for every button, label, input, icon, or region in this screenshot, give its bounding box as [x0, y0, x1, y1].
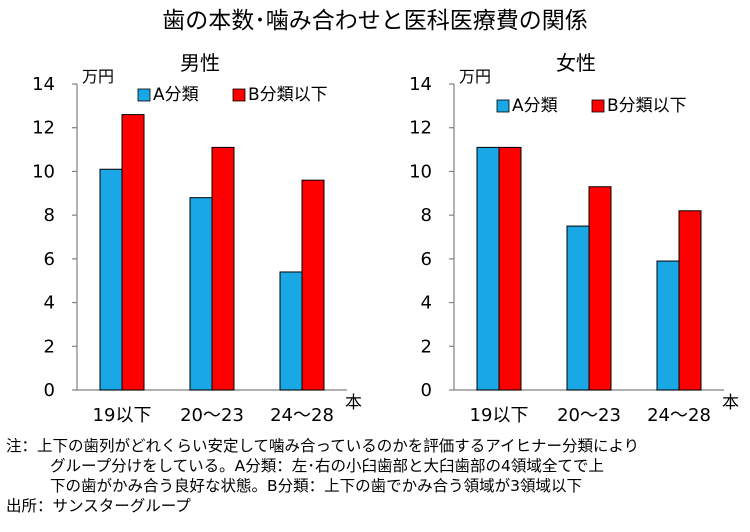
y-tick-label: 6 [44, 249, 55, 270]
legend-swatch [496, 99, 510, 113]
note-line-2: グループ分けをしている。A分類：左･右の小臼歯部と大臼歯部の4領域全てで上 [50, 457, 604, 475]
x-axis-unit: 本 [722, 393, 739, 413]
y-tick-label: 6 [421, 249, 432, 270]
legend-label: B分類以下 [248, 85, 328, 105]
bar-a-2 [279, 271, 303, 391]
panel-title: 女性 [556, 51, 596, 75]
bar-b-0 [121, 114, 145, 391]
legend-swatch [591, 99, 605, 113]
y-tick-label: 14 [32, 74, 55, 95]
y-tick-label: 0 [44, 380, 55, 401]
y-tick-label: 2 [421, 336, 432, 357]
bar-b-2 [678, 210, 702, 391]
bar-a-0 [476, 146, 500, 391]
x-category-label: 20～23 [180, 405, 244, 426]
legend-label: A分類 [512, 96, 558, 116]
y-axis-unit: 万円 [82, 67, 114, 86]
x-axis-unit: 本 [345, 393, 362, 413]
bar-a-0 [99, 168, 123, 391]
legend-label: A分類 [153, 85, 199, 105]
y-tick-label: 8 [44, 205, 55, 226]
bar-b-2 [301, 179, 325, 391]
legend-label: B分類以下 [607, 96, 687, 116]
source-line: 出所：サンスターグループ [6, 497, 191, 515]
x-category-label: 19以下 [470, 405, 529, 426]
y-tick-label: 10 [32, 161, 55, 182]
y-tick-label: 12 [32, 118, 55, 139]
note-line-3: 下の歯がかみ合う良好な状態。B分類：上下の歯でかみ合う領域が3領域以下 [50, 477, 582, 495]
y-tick-label: 12 [409, 118, 432, 139]
bar-b-1 [588, 186, 612, 391]
bar-a-2 [656, 260, 680, 391]
y-tick-label: 14 [409, 74, 432, 95]
bar-b-1 [211, 146, 235, 391]
x-category-label: 19以下 [93, 405, 152, 426]
x-category-label: 24～28 [270, 405, 334, 426]
y-tick-label: 0 [421, 380, 432, 401]
y-tick-label: 8 [421, 205, 432, 226]
bar-a-1 [566, 225, 590, 391]
x-category-label: 24～28 [647, 405, 711, 426]
y-tick-label: 4 [421, 293, 432, 314]
bar-b-0 [498, 146, 522, 391]
bar-a-1 [189, 197, 213, 391]
notes: 注：上下の歯列がどれくらい安定して噛み合っているのかを評価するアイヒナー分類によ… [6, 436, 746, 516]
y-tick-label: 10 [409, 161, 432, 182]
note-line-1: 注：上下の歯列がどれくらい安定して噛み合っているのかを評価するアイヒナー分類によ… [6, 437, 640, 455]
y-axis-unit: 万円 [459, 67, 491, 86]
panel-title: 男性 [180, 51, 220, 75]
figure-title: 歯の本数･噛み合わせと医科医療費の関係 [162, 8, 588, 34]
y-tick-label: 2 [44, 336, 55, 357]
legend-swatch [137, 88, 151, 102]
legend-swatch [232, 88, 246, 102]
y-tick-label: 4 [44, 293, 55, 314]
x-category-label: 20～23 [557, 405, 621, 426]
